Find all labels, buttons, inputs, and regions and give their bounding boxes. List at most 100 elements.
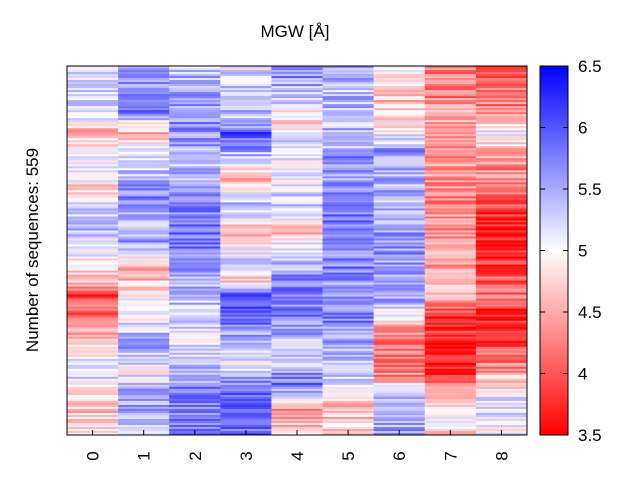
heatmap-cell <box>271 366 323 370</box>
heatmap-cell <box>424 404 477 408</box>
x-tick-label: 0 <box>84 451 103 460</box>
heatmap-cell <box>322 246 375 249</box>
heatmap-cell <box>169 170 221 173</box>
heatmap-cell <box>322 174 375 177</box>
heatmap-cell <box>169 72 221 75</box>
heatmap-cell <box>67 314 119 318</box>
heatmap-cell <box>322 180 375 183</box>
heatmap-cell <box>322 140 375 143</box>
heatmap-cell <box>220 76 272 79</box>
heatmap-cell <box>220 336 272 340</box>
heatmap-cell <box>67 186 119 189</box>
heatmap-cell <box>475 368 528 372</box>
heatmap-cell <box>475 256 528 259</box>
heatmap-cell <box>271 256 323 259</box>
heatmap-cell <box>220 330 272 334</box>
heatmap-cell <box>67 372 119 376</box>
heatmap-cell <box>322 162 375 165</box>
heatmap-cell <box>118 94 170 97</box>
heatmap-cell <box>424 310 477 314</box>
heatmap-cell <box>169 300 221 304</box>
heatmap-cell <box>169 276 221 279</box>
heatmap-cell <box>475 226 528 229</box>
heatmap-cell <box>322 186 375 189</box>
heatmap-cell <box>373 146 426 149</box>
heatmap-cell <box>169 202 221 205</box>
heatmap-cell <box>118 416 170 420</box>
heatmap-cell <box>475 210 528 213</box>
heatmap-cell <box>118 358 170 362</box>
heatmap-cell <box>271 146 323 149</box>
heatmap-cell <box>322 78 375 81</box>
heatmap-cell <box>322 150 375 153</box>
heatmap-cell <box>271 360 323 364</box>
heatmap-cell <box>424 224 477 227</box>
heatmap-cell <box>118 260 170 263</box>
heatmap-cell <box>322 340 375 344</box>
heatmap-cell <box>169 218 221 221</box>
heatmap-cell <box>220 264 272 267</box>
heatmap-cell <box>373 72 426 75</box>
heatmap-cell <box>424 166 477 169</box>
heatmap-cell <box>475 276 528 279</box>
heatmap-cell <box>220 332 272 336</box>
heatmap-cell <box>271 268 323 271</box>
heatmap-cell <box>220 254 272 257</box>
heatmap-cell <box>424 286 477 290</box>
heatmap-cell <box>118 386 170 390</box>
heatmap-cell <box>373 422 426 426</box>
heatmap-cell <box>118 124 170 127</box>
heatmap-cell <box>475 106 528 109</box>
heatmap-cell <box>220 120 272 123</box>
heatmap-cell <box>220 78 272 81</box>
heatmap-cell <box>118 134 170 137</box>
heatmap-cell <box>220 282 272 285</box>
heatmap-cell <box>169 334 221 338</box>
heatmap-cell <box>322 98 375 101</box>
heatmap-cell <box>322 122 375 125</box>
heatmap-cell <box>67 382 119 386</box>
heatmap-cell <box>373 176 426 179</box>
heatmap-cell <box>424 398 477 402</box>
heatmap-cell <box>67 192 119 195</box>
heatmap-cell <box>169 390 221 394</box>
heatmap-cell <box>322 100 375 103</box>
heatmap-cell <box>169 94 221 97</box>
heatmap-cell <box>424 322 477 326</box>
heatmap-cell <box>271 410 323 414</box>
heatmap-cell <box>169 360 221 364</box>
heatmap-cell <box>67 154 119 157</box>
heatmap-cell <box>67 146 119 149</box>
heatmap-cell <box>67 76 119 79</box>
colorbar-tick-label: 6.5 <box>578 57 602 76</box>
heatmap-cell <box>67 166 119 169</box>
heatmap-cell <box>424 172 477 175</box>
heatmap-cell <box>220 378 272 382</box>
heatmap-cell <box>271 72 323 75</box>
heatmap-cell <box>271 318 323 322</box>
heatmap-cell <box>118 98 170 101</box>
heatmap-cell <box>118 136 170 139</box>
heatmap-cell <box>271 412 323 416</box>
heatmap-cell <box>271 218 323 221</box>
heatmap-cell <box>475 358 528 362</box>
heatmap-cell <box>220 218 272 221</box>
heatmap-cell <box>373 370 426 374</box>
heatmap-cell <box>271 388 323 392</box>
heatmap-cell <box>169 282 221 285</box>
heatmap-cell <box>475 304 528 308</box>
heatmap-cell <box>424 394 477 398</box>
heatmap-cell <box>220 162 272 165</box>
heatmap-cell <box>373 262 426 265</box>
heatmap-cell <box>169 336 221 340</box>
heatmap-cell <box>271 210 323 213</box>
heatmap-cell <box>475 138 528 141</box>
heatmap-cell <box>118 362 170 366</box>
x-tick-label: 8 <box>492 451 511 460</box>
heatmap-cell <box>424 134 477 137</box>
heatmap-cell <box>322 408 375 412</box>
heatmap-cell <box>67 386 119 390</box>
heatmap-cell <box>67 276 119 279</box>
heatmap-cell <box>118 100 170 103</box>
heatmap-cell <box>118 290 170 294</box>
